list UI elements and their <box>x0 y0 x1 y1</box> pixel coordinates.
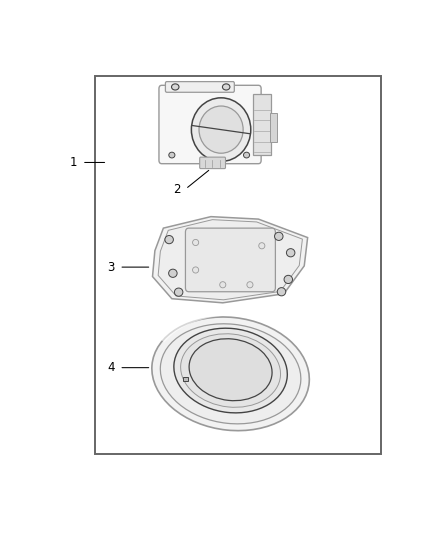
FancyBboxPatch shape <box>166 82 234 92</box>
Ellipse shape <box>172 84 179 90</box>
FancyBboxPatch shape <box>185 228 276 292</box>
Ellipse shape <box>152 317 309 431</box>
Ellipse shape <box>286 248 295 257</box>
Ellipse shape <box>169 152 175 158</box>
Ellipse shape <box>174 328 287 413</box>
Bar <box>253 93 271 155</box>
Ellipse shape <box>247 281 253 288</box>
Text: 3: 3 <box>107 261 114 273</box>
Polygon shape <box>152 216 307 303</box>
Bar <box>95 76 381 454</box>
Ellipse shape <box>165 236 173 244</box>
Ellipse shape <box>193 267 199 273</box>
Ellipse shape <box>259 243 265 249</box>
Bar <box>270 113 277 142</box>
Ellipse shape <box>275 232 283 240</box>
Ellipse shape <box>220 281 226 288</box>
Ellipse shape <box>199 106 243 153</box>
FancyBboxPatch shape <box>159 85 261 164</box>
FancyBboxPatch shape <box>200 157 226 168</box>
Ellipse shape <box>180 334 280 407</box>
Ellipse shape <box>160 324 301 424</box>
Text: 4: 4 <box>107 361 114 374</box>
Ellipse shape <box>174 288 183 296</box>
Ellipse shape <box>189 339 272 401</box>
Text: 2: 2 <box>173 183 181 196</box>
Ellipse shape <box>169 269 177 277</box>
Text: 1: 1 <box>70 156 77 169</box>
Ellipse shape <box>223 84 230 90</box>
Bar <box>183 377 188 381</box>
Ellipse shape <box>277 288 286 296</box>
Ellipse shape <box>193 239 199 246</box>
Ellipse shape <box>244 152 250 158</box>
Polygon shape <box>158 220 302 300</box>
Ellipse shape <box>191 98 251 161</box>
Ellipse shape <box>284 276 293 284</box>
